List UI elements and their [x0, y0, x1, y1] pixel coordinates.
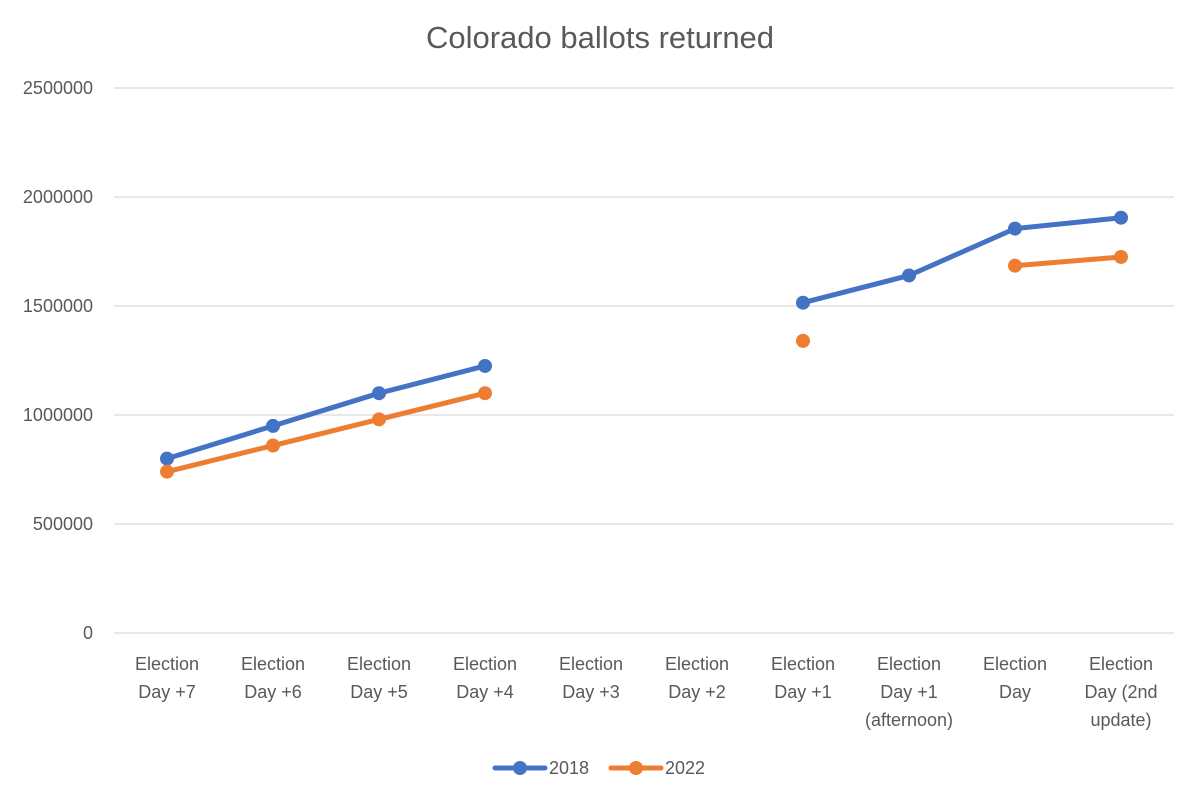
y-tick-label: 0: [83, 623, 93, 643]
x-tick-label-line: Election: [347, 654, 411, 674]
y-tick-label: 500000: [33, 514, 93, 534]
x-tick-label: Election Day +1: [771, 654, 835, 702]
y-tick-label: 2500000: [23, 78, 93, 98]
legend-label: 2022: [665, 758, 705, 778]
x-tick-label-line: update): [1090, 710, 1151, 730]
x-tick-label: Election Day: [983, 654, 1047, 702]
x-tick-label: Election Day +2: [665, 654, 729, 702]
x-tick-label-line: Election: [665, 654, 729, 674]
x-tick-label-line: Day +3: [562, 682, 620, 702]
data-point: [902, 268, 916, 283]
x-tick-label: Election Day +1 (afternoon): [865, 654, 953, 730]
x-tick-label-line: (afternoon): [865, 710, 953, 730]
x-tick-label-line: Election: [983, 654, 1047, 674]
series-line: [1012, 254, 1124, 269]
x-tick-label-line: Day (2nd: [1084, 682, 1157, 702]
x-tick-label-line: Election: [559, 654, 623, 674]
y-tick-label: 1500000: [23, 296, 93, 316]
x-tick-label-line: Day +7: [138, 682, 196, 702]
legend: 2018 2022: [492, 758, 705, 778]
legend-marker: [513, 761, 527, 775]
x-tick-label-line: Day +2: [668, 682, 726, 702]
series-2022: [160, 249, 1128, 479]
series-group: [160, 210, 1128, 479]
data-point: [796, 333, 810, 348]
y-tick-label: 1000000: [23, 405, 93, 425]
x-tick-label-line: Election: [771, 654, 835, 674]
series-line: [164, 390, 488, 475]
series-line: [164, 363, 488, 462]
data-point: [796, 295, 810, 310]
legend-marker: [629, 761, 643, 775]
y-axis-ticks: 2500000 2000000 1500000 1000000 500000 0: [23, 78, 93, 643]
x-tick-label: Election Day +6: [241, 654, 305, 702]
x-tick-label: Election Day +7: [135, 654, 199, 702]
data-point: [266, 418, 280, 433]
x-tick-label-line: Election: [453, 654, 517, 674]
legend-item: 2018: [492, 758, 589, 778]
data-point: [372, 386, 386, 401]
series-line: [800, 215, 1124, 306]
data-point: [1008, 221, 1022, 236]
x-tick-label-line: Election: [241, 654, 305, 674]
legend-item: 2022: [608, 758, 705, 778]
series-2018: [160, 210, 1128, 466]
x-tick-label-line: Day +1: [774, 682, 832, 702]
gridlines: [114, 87, 1174, 634]
x-tick-label: Election Day +3: [559, 654, 623, 702]
x-axis-ticks: Election Day +7 Election Day +6 Election Day …: [135, 654, 1158, 730]
data-point: [1008, 258, 1022, 273]
x-tick-label-line: Day +4: [456, 682, 514, 702]
y-tick-label: 2000000: [23, 187, 93, 207]
x-tick-label-line: Day +5: [350, 682, 408, 702]
x-tick-label-line: Election: [135, 654, 199, 674]
data-point: [160, 464, 174, 479]
data-point: [1114, 210, 1128, 225]
data-point: [1114, 249, 1128, 264]
data-point: [372, 412, 386, 427]
x-tick-label-line: Day: [999, 682, 1031, 702]
data-point: [478, 358, 492, 373]
x-tick-label: Election Day +5: [347, 654, 411, 702]
x-tick-label-line: Day +1: [880, 682, 938, 702]
data-point: [478, 386, 492, 401]
data-point: [160, 451, 174, 466]
x-tick-label: Election Day +4: [453, 654, 517, 702]
chart-title: Colorado ballots returned: [426, 20, 774, 55]
x-tick-label-line: Election: [1089, 654, 1153, 674]
x-tick-label: Election Day (2nd update): [1084, 654, 1157, 730]
x-tick-label-line: Election: [877, 654, 941, 674]
legend-label: 2018: [549, 758, 589, 778]
data-point: [266, 438, 280, 453]
x-tick-label-line: Day +6: [244, 682, 302, 702]
